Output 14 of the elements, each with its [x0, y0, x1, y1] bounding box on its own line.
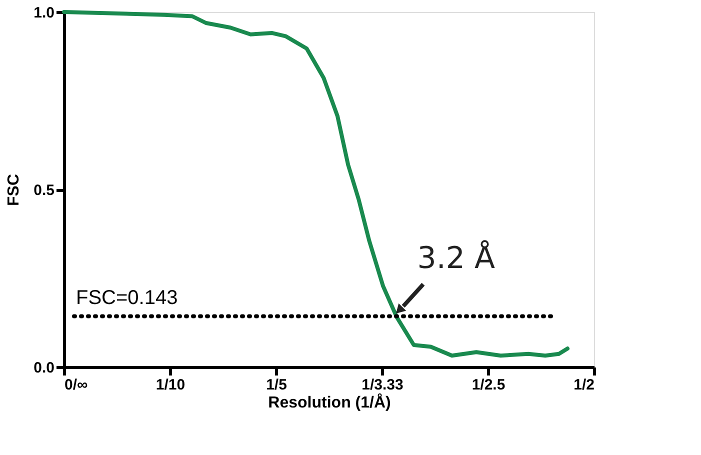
y-axis-title: FSC — [6, 174, 23, 206]
line-series — [62, 10, 570, 358]
x-tick-label: 1/2 — [574, 376, 594, 394]
y-tick-label: 0.5 — [34, 182, 54, 199]
ref-line-label: FSC=0.143 — [76, 287, 178, 310]
x-tick-label: 1/3.33 — [362, 376, 404, 394]
y-tick-label: 0.0 — [34, 360, 54, 376]
x-tick-label: 1/2.5 — [472, 376, 506, 394]
annotation: 3.2 Å — [417, 240, 496, 276]
x-tick-label: 1/10 — [156, 376, 186, 394]
x-axis-title: Resolution (1/Å) — [268, 392, 391, 412]
x-tick-label: 1/5 — [266, 376, 287, 394]
x-tick-label: 0/∞ — [64, 376, 88, 394]
y-tick-label: 1.0 — [34, 4, 54, 22]
